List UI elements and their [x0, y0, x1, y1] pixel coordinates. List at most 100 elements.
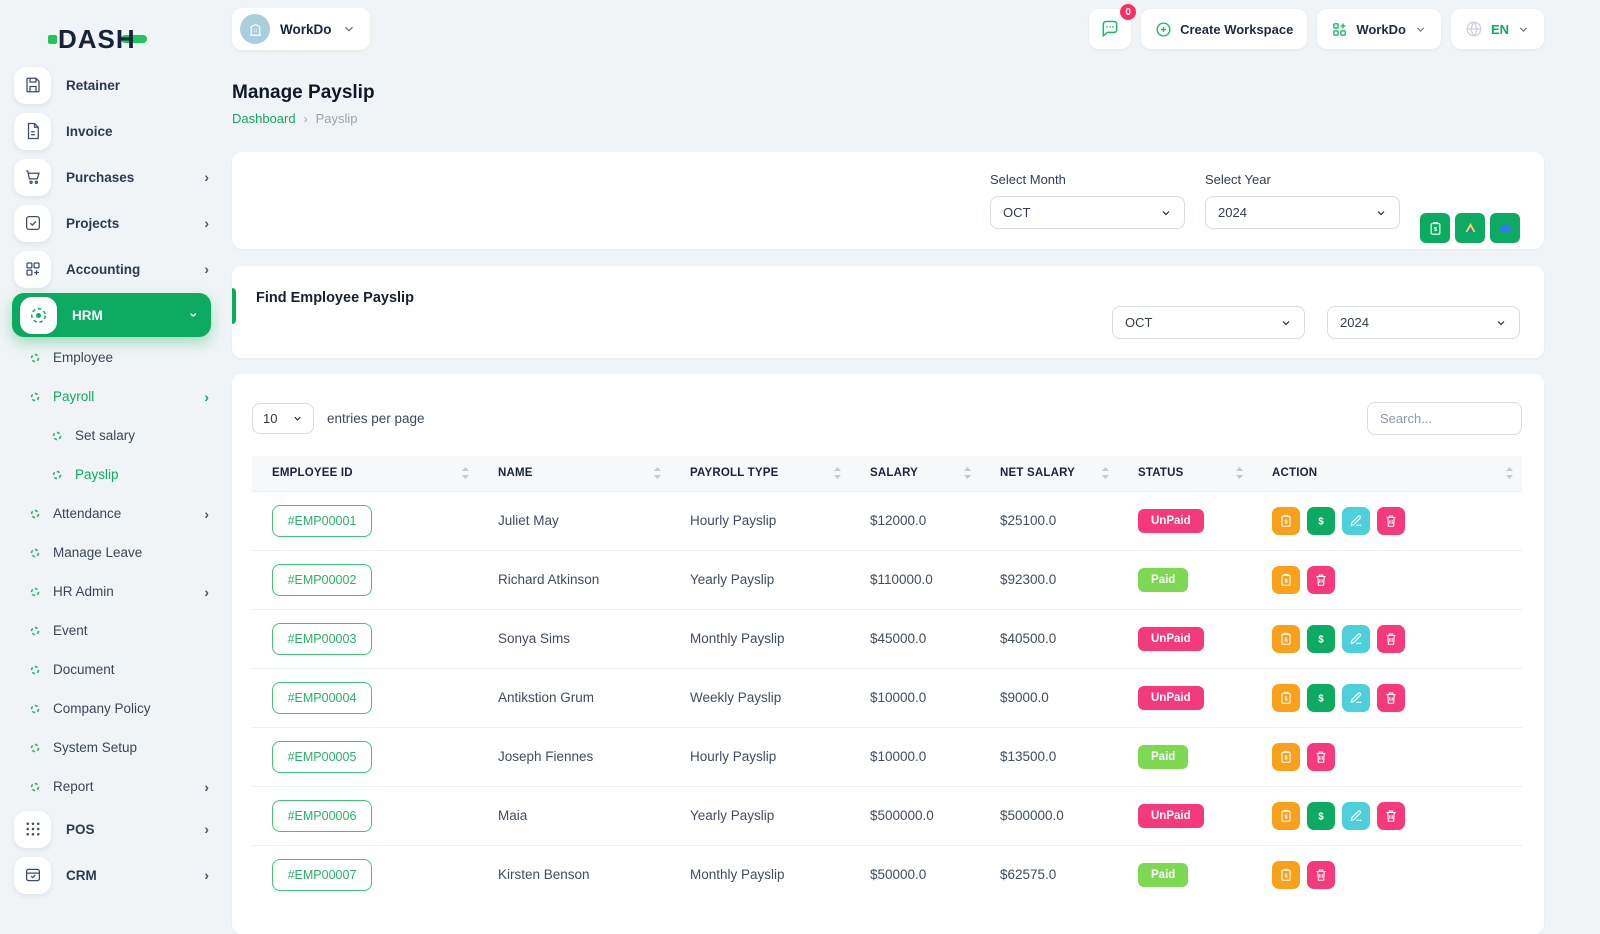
breadcrumb-current: Payslip [315, 111, 358, 126]
edit-action-button[interactable] [1342, 801, 1370, 830]
status-badge: UnPaid [1138, 508, 1204, 533]
bullet-icon [52, 470, 62, 480]
status-badge: UnPaid [1138, 626, 1204, 651]
grid-plus-icon [1333, 22, 1347, 36]
google-drive-button[interactable] [1455, 213, 1485, 243]
net-salary: $9000.0 [980, 667, 1118, 727]
find-month-select[interactable]: OCT [1112, 306, 1305, 339]
sidebar-item-manage-leave[interactable]: Manage Leave [0, 533, 225, 572]
app-switcher-button[interactable]: WorkDo [1317, 9, 1441, 49]
create-workspace-button[interactable]: Create Workspace [1141, 9, 1308, 49]
payment-action-button[interactable]: $ [1307, 624, 1335, 653]
onedrive-icon [1498, 223, 1511, 232]
bullet-icon [30, 782, 40, 792]
status-badge: Paid [1138, 567, 1189, 592]
payslip-action-button[interactable]: $ [1272, 624, 1300, 653]
column-header-status[interactable]: STATUS [1118, 456, 1252, 491]
sidebar-item-pos[interactable]: POS › [0, 806, 225, 852]
workspace-switcher[interactable]: WorkDo [232, 8, 370, 50]
logo-text: DASH [58, 23, 136, 54]
edit-action-button[interactable] [1342, 683, 1370, 712]
sidebar-item-label: Attendance [53, 506, 122, 521]
sidebar-item-employee[interactable]: Employee [0, 338, 225, 377]
column-header-name[interactable]: NAME [478, 456, 670, 491]
breadcrumb-dashboard-link[interactable]: Dashboard [232, 111, 296, 126]
sidebar-item-projects[interactable]: Projects › [0, 200, 225, 246]
svg-text:$: $ [1284, 696, 1287, 702]
building-icon [249, 23, 261, 36]
sidebar-item-hrm[interactable]: HRM › [12, 293, 211, 337]
messages-button[interactable]: 0 [1089, 4, 1137, 49]
sidebar-item-label: Set salary [75, 428, 136, 443]
salary: $10000.0 [850, 667, 980, 727]
delete-action-button[interactable] [1377, 683, 1405, 712]
page-size-select[interactable]: 10 [252, 403, 314, 434]
payroll-type: Yearly Payslip [670, 549, 850, 609]
sidebar-item-retainer[interactable]: Retainer [0, 62, 225, 108]
sidebar-item-hr-admin[interactable]: HR Admin › [0, 572, 225, 611]
chevron-right-icon: › [204, 261, 209, 277]
edit-icon [1349, 691, 1363, 705]
delete-icon [1314, 868, 1328, 882]
payment-action-button[interactable]: $ [1307, 506, 1335, 535]
entries-per-page-label: entries per page [327, 411, 425, 426]
net-salary: $40500.0 [980, 608, 1118, 668]
column-header-action[interactable]: ACTION [1252, 456, 1522, 491]
delete-action-button[interactable] [1377, 624, 1405, 653]
delete-action-button[interactable] [1377, 506, 1405, 535]
sidebar-item-payroll[interactable]: Payroll › [0, 377, 225, 416]
payment-action-button[interactable]: $ [1307, 683, 1335, 712]
salary: $12000.0 [850, 490, 980, 550]
brand-logo[interactable]: DASH [0, 0, 225, 62]
sidebar-item-payslip[interactable]: Payslip [0, 455, 225, 494]
page-title: Manage Payslip [232, 82, 375, 103]
column-header-net-salary[interactable]: NET SALARY [980, 456, 1118, 491]
chevron-right-icon: › [204, 215, 209, 231]
sidebar-item-invoice[interactable]: Invoice [0, 108, 225, 154]
sidebar-item-crm[interactable]: CRM › [0, 852, 225, 898]
sidebar-item-report[interactable]: Report › [0, 767, 225, 806]
delete-action-button[interactable] [1307, 565, 1335, 594]
delete-action-button[interactable] [1307, 860, 1335, 889]
payslip-action-button[interactable]: $ [1272, 742, 1300, 771]
sidebar-item-label: Accounting [66, 261, 141, 277]
sidebar-item-label: HRM [72, 307, 103, 323]
payment-action-button[interactable]: $ [1307, 801, 1335, 830]
column-header-payroll-type[interactable]: PAYROLL TYPE [670, 456, 850, 491]
search-input[interactable] [1367, 402, 1522, 435]
payslip-action-button[interactable]: $ [1272, 506, 1300, 535]
bullet-icon [30, 704, 40, 714]
language-selector[interactable]: EN [1450, 9, 1544, 49]
sort-icon [1101, 466, 1110, 480]
payslip-icon: $ [1279, 514, 1293, 528]
table-row: #EMP00004 Antikstion Grum Weekly Payslip $1… [252, 667, 1522, 727]
net-salary: $92300.0 [980, 549, 1118, 609]
find-year-select[interactable]: 2024 [1327, 306, 1520, 339]
table-row: #EMP00007 Kirsten Benson Monthly Payslip $5… [252, 844, 1522, 904]
delete-action-button[interactable] [1377, 801, 1405, 830]
year-select[interactable]: 2024 [1205, 196, 1400, 229]
employee-id-badge: #EMP00006 [272, 799, 372, 832]
payslip-action-button[interactable]: $ [1272, 860, 1300, 889]
payslip-action-button[interactable]: $ [1272, 801, 1300, 830]
edit-action-button[interactable] [1342, 624, 1370, 653]
column-header-employee-id[interactable]: EMPLOYEE ID [252, 456, 478, 491]
payslip-export-button[interactable]: $ [1420, 213, 1450, 243]
sidebar-item-accounting[interactable]: Accounting › [0, 246, 225, 292]
sidebar-item-system-setup[interactable]: System Setup [0, 728, 225, 767]
sidebar-item-set-salary[interactable]: Set salary [0, 416, 225, 455]
bullet-icon [30, 392, 40, 402]
payslip-action-button[interactable]: $ [1272, 683, 1300, 712]
column-header-salary[interactable]: SALARY [850, 456, 980, 491]
sidebar-item-company-policy[interactable]: Company Policy [0, 689, 225, 728]
sidebar-item-event[interactable]: Event [0, 611, 225, 650]
onedrive-button[interactable] [1490, 213, 1520, 243]
row-actions: $ $ [1272, 801, 1522, 830]
sidebar-item-purchases[interactable]: Purchases › [0, 154, 225, 200]
sidebar-item-document[interactable]: Document [0, 650, 225, 689]
month-select[interactable]: OCT [990, 196, 1185, 229]
delete-action-button[interactable] [1307, 742, 1335, 771]
edit-action-button[interactable] [1342, 506, 1370, 535]
sidebar-item-attendance[interactable]: Attendance › [0, 494, 225, 533]
payslip-action-button[interactable]: $ [1272, 565, 1300, 594]
